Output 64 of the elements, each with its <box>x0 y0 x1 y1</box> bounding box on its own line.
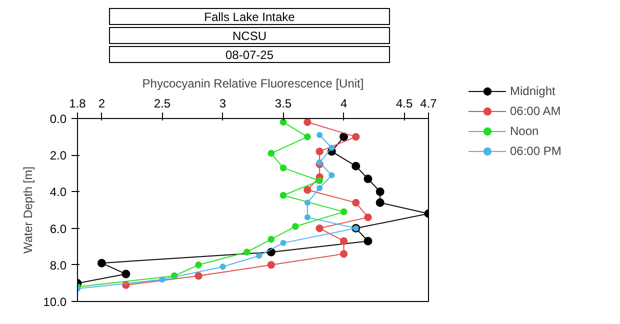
point <box>328 172 335 178</box>
x-tick-label: 4 <box>340 96 348 110</box>
point <box>304 214 311 220</box>
point <box>304 133 311 140</box>
y-tick-label: 8.0 <box>50 258 67 272</box>
point <box>292 223 299 230</box>
point <box>267 261 276 269</box>
point <box>352 198 360 207</box>
point <box>316 224 324 232</box>
x-tick-label: 3.5 <box>274 96 292 110</box>
point <box>256 252 262 259</box>
y-tick-label: 6.0 <box>50 222 67 236</box>
point <box>280 192 287 199</box>
point <box>364 236 372 246</box>
point <box>352 132 360 141</box>
point <box>340 208 348 216</box>
x-tick-label: 4.5 <box>396 96 413 110</box>
legend-label: 06:00 PM <box>510 144 562 158</box>
text: 08-07-25 <box>109 46 390 63</box>
chart-subtitle: NCSU <box>109 27 390 44</box>
legend-label: Noon <box>510 124 539 138</box>
point <box>244 248 250 256</box>
point <box>316 177 324 184</box>
legend-label: 06:00 AM <box>510 104 561 118</box>
point <box>268 236 275 243</box>
x-tick-label: 4.7 <box>420 96 438 110</box>
point <box>195 261 202 268</box>
point <box>280 164 287 172</box>
point <box>352 162 360 170</box>
y-tick-label: 4.0 <box>50 185 67 200</box>
point <box>122 270 130 278</box>
point <box>304 200 311 206</box>
x-tick-label: 3 <box>219 96 226 110</box>
point <box>364 213 372 222</box>
x-tick-label: 2 <box>98 96 106 110</box>
point <box>316 132 323 138</box>
point <box>268 150 275 157</box>
point <box>304 118 312 126</box>
point <box>340 237 348 245</box>
point <box>340 132 348 142</box>
x-tick-label: 2.5 <box>154 96 171 110</box>
point <box>280 240 286 246</box>
point <box>364 174 372 184</box>
point <box>194 272 202 280</box>
y-tick-label: 10.0 <box>43 295 67 309</box>
point <box>340 250 348 258</box>
point <box>304 186 312 194</box>
point <box>280 118 287 126</box>
y-axis-title: Water Depth [m] <box>21 166 36 254</box>
legend-label: Midnight <box>510 84 556 98</box>
x-axis-title: Phycocyanin Relative Fluorescence [Unit] <box>142 76 364 90</box>
point <box>376 198 384 207</box>
point <box>316 148 324 156</box>
point <box>316 184 323 192</box>
point <box>97 258 106 268</box>
chart-title: Falls Lake Intake <box>109 8 390 25</box>
point <box>376 187 384 196</box>
y-tick-label: 2.0 <box>50 148 67 163</box>
point <box>328 144 335 151</box>
x-tick-label: 1.8 <box>69 96 86 110</box>
point <box>220 264 226 270</box>
point <box>159 276 166 283</box>
point <box>316 159 323 166</box>
y-tick-label: 0.0 <box>50 112 67 126</box>
